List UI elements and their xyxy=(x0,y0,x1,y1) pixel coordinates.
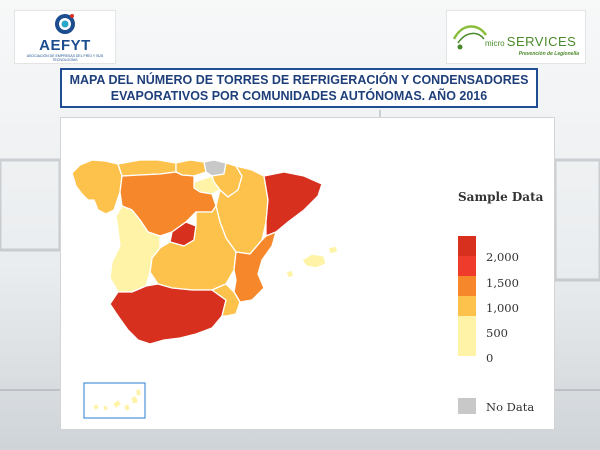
region-valencia[interactable] xyxy=(233,231,277,303)
region-andalucia[interactable] xyxy=(109,283,227,345)
region-canarias-2[interactable] xyxy=(102,404,109,412)
microservices-brand: micro SERVICES xyxy=(485,34,576,49)
legend-swatch-no-data xyxy=(458,398,476,414)
legend-swatch-0 xyxy=(458,316,476,356)
microservices-tagline: Prevención de Legionella xyxy=(518,51,579,57)
aefyt-logo: AEFYT ASOCIACIÓN DE EMPRESAS DEL FRÍO Y … xyxy=(14,10,116,64)
legend-swatch-2000 xyxy=(458,236,476,256)
region-murcia[interactable] xyxy=(211,283,241,317)
brand-micro: micro xyxy=(485,39,505,48)
region-baleares-mallorca[interactable] xyxy=(301,253,327,269)
region-canarias-1[interactable] xyxy=(92,403,100,411)
aefyt-subtitle: ASOCIACIÓN DE EMPRESAS DEL FRÍO Y SUS TE… xyxy=(26,53,104,62)
region-canarias-6[interactable] xyxy=(135,388,142,397)
region-canarias-4[interactable] xyxy=(123,403,131,412)
region-canarias-3[interactable] xyxy=(112,399,122,409)
legend-label-1000: 1,000 xyxy=(486,301,519,315)
region-canarias-5[interactable] xyxy=(130,395,139,405)
legend-label-500: 500 xyxy=(486,326,508,340)
region-galicia[interactable] xyxy=(71,159,123,215)
region-cataluna[interactable] xyxy=(263,171,323,237)
brand-services: SERVICES xyxy=(506,34,577,49)
legend-label-1500: 1,500 xyxy=(486,276,519,290)
legend-swatch-1000 xyxy=(458,276,476,296)
region-baleares-menorca[interactable] xyxy=(327,245,339,255)
microservices-swoosh-icon xyxy=(452,25,488,50)
title-line-2: EVAPORATIVOS POR COMUNIDADES AUTÓNOMAS. … xyxy=(110,89,488,103)
legend-label-2000: 2,000 xyxy=(486,250,519,264)
legend-label-no-data: No Data xyxy=(486,400,535,414)
legend-swatch-1500 xyxy=(458,256,476,276)
legend-swatch-500 xyxy=(458,296,476,316)
title-line-1: MAPA DEL NÚMERO DE TORRES DE REFRIGERACI… xyxy=(69,73,529,87)
aefyt-emblem-icon xyxy=(55,13,75,34)
legend-title: Sample Data xyxy=(458,190,544,204)
page-title: MAPA DEL NÚMERO DE TORRES DE REFRIGERACI… xyxy=(60,68,538,108)
microservices-logo: micro SERVICES Prevención de Legionella xyxy=(446,10,586,64)
aefyt-brand-name: AEFYT xyxy=(39,36,91,54)
region-baleares-ibiza[interactable] xyxy=(285,269,295,279)
legend-label-0: 0 xyxy=(486,351,494,365)
